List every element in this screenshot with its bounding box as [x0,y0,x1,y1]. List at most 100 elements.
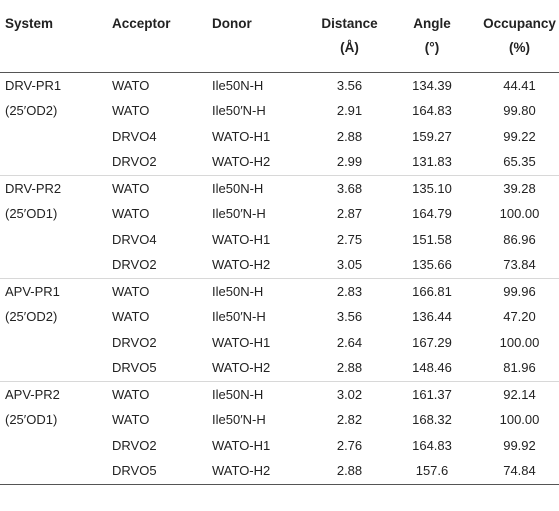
distance-cell: 3.68 [336,180,363,196]
donor-cell: Ile50′N-H [212,309,266,324]
angle-cell: 134.39 [412,77,452,93]
system-cell: (25′OD2) [5,309,58,324]
distance-cell: 3.56 [336,309,363,324]
header-occupancy-unit: (%) [509,40,530,55]
table-row: DRVO4 WATO-H1 2.88 159.27 99.22 [0,124,559,150]
donor-cell: WATO-H2 [212,252,310,279]
donor-cell: WATO-H1 [212,128,271,144]
occupancy-cell: 65.35 [475,149,559,176]
table-row: DRVO5 WATO-H2 2.88 148.46 81.96 [0,355,559,382]
acceptor-cell: DRVO2 [112,437,157,453]
acceptor-cell: DRVO5 [112,355,212,382]
acceptor-cell: WATO [112,103,150,118]
occupancy-cell: 99.92 [503,437,536,453]
header-distance: Distance (Å) [310,0,389,73]
table-row: DRVO2 WATO-H2 2.99 131.83 65.35 [0,149,559,176]
occupancy-cell: 39.28 [503,180,536,196]
distance-cell: 2.88 [310,458,389,485]
table-row: DRV-PR2 WATO Ile50N-H 3.68 135.10 39.28 [0,175,559,201]
system-cell [0,227,112,253]
system-cell: (25′OD1) [5,206,58,221]
acceptor-cell: DRVO5 [112,458,212,485]
table-row: DRVO5 WATO-H2 2.88 157.6 74.84 [0,458,559,485]
donor-cell: WATO-H2 [212,149,310,176]
occupancy-cell: 100.00 [499,412,540,427]
table-row: (25′OD1) WATO Ile50′N-H 2.87 164.79 100.00 [0,201,559,227]
table-row: DRV-PR1 WATO Ile50N-H 3.56 134.39 44.41 [0,72,559,98]
occupancy-cell: 47.20 [503,309,536,324]
header-occupancy: Occupancy (%) [475,0,559,73]
angle-cell: 164.79 [412,206,452,221]
header-acceptor: Acceptor [112,0,212,73]
table-row: APV-PR1 WATO Ile50N-H 2.83 166.81 99.96 [0,278,559,304]
donor-cell: Ile50′N-H [212,103,266,118]
system-cell [0,433,112,459]
header-angle-unit: (°) [424,40,440,55]
occupancy-cell: 73.84 [475,252,559,279]
donor-cell: WATO-H1 [212,437,271,453]
donor-cell: Ile50N-H [212,77,264,93]
occupancy-cell: 92.14 [503,386,536,402]
acceptor-cell: DRVO2 [112,334,157,350]
donor-cell: WATO-H1 [212,334,271,350]
distance-cell: 2.82 [336,412,363,427]
distance-cell: 2.91 [336,103,363,118]
acceptor-cell: WATO [112,180,150,196]
angle-cell: 135.66 [389,252,475,279]
angle-cell: 164.83 [412,437,452,453]
table-row: (25′OD2) WATO Ile50′N-H 3.56 136.44 47.20 [0,304,559,330]
donor-cell: Ile50′N-H [212,412,266,427]
system-cell: APV-PR1 [5,283,60,299]
system-cell [0,149,112,176]
distance-cell: 2.83 [336,283,363,299]
header-angle: Angle (°) [389,0,475,73]
table-row: APV-PR2 WATO Ile50N-H 3.02 161.37 92.14 [0,381,559,407]
distance-cell: 3.02 [336,386,363,402]
system-cell [0,252,112,279]
distance-cell: 2.87 [336,206,363,221]
table-row: DRVO4 WATO-H1 2.75 151.58 86.96 [0,227,559,253]
system-cell: APV-PR2 [5,386,60,402]
acceptor-cell: DRVO4 [112,231,157,247]
header-donor: Donor [212,0,310,73]
distance-cell: 3.05 [310,252,389,279]
angle-cell: 135.10 [412,180,452,196]
donor-cell: Ile50N-H [212,283,264,299]
acceptor-cell: DRVO2 [112,149,212,176]
angle-cell: 157.6 [389,458,475,485]
distance-cell: 2.64 [336,334,363,350]
donor-cell: Ile50′N-H [212,206,266,221]
donor-cell: WATO-H2 [212,458,310,485]
acceptor-cell: WATO [112,206,150,221]
acceptor-cell: DRVO4 [112,128,157,144]
system-cell [0,355,112,382]
angle-cell: 131.83 [389,149,475,176]
angle-cell: 148.46 [389,355,475,382]
angle-cell: 167.29 [412,334,452,350]
occupancy-cell: 74.84 [475,458,559,485]
system-cell: (25′OD1) [5,412,58,427]
acceptor-cell: WATO [112,309,150,324]
system-cell: DRV-PR2 [5,180,62,196]
system-cell [0,124,112,150]
acceptor-cell: WATO [112,77,150,93]
distance-cell: 3.56 [336,77,363,93]
occupancy-cell: 99.96 [503,283,536,299]
table-row: DRVO2 WATO-H2 3.05 135.66 73.84 [0,252,559,279]
system-cell [0,330,112,356]
donor-cell: Ile50N-H [212,386,264,402]
acceptor-cell: WATO [112,283,150,299]
table-body: DRV-PR1 WATO Ile50N-H 3.56 134.39 44.41 (25′OD… [0,72,559,485]
table-row: (25′OD2) WATO Ile50′N-H 2.91 164.83 99.80 [0,98,559,124]
angle-cell: 136.44 [412,309,452,324]
angle-cell: 166.81 [412,283,452,299]
distance-cell: 2.99 [310,149,389,176]
occupancy-cell: 100.00 [499,206,540,221]
hydrogen-bond-table: System Acceptor Donor Distance (Å) Angle(… [0,0,559,485]
angle-cell: 168.32 [412,412,452,427]
occupancy-cell: 99.22 [503,128,536,144]
distance-cell: 2.75 [336,231,363,247]
acceptor-cell: DRVO2 [112,252,212,279]
occupancy-cell: 99.80 [503,103,536,118]
